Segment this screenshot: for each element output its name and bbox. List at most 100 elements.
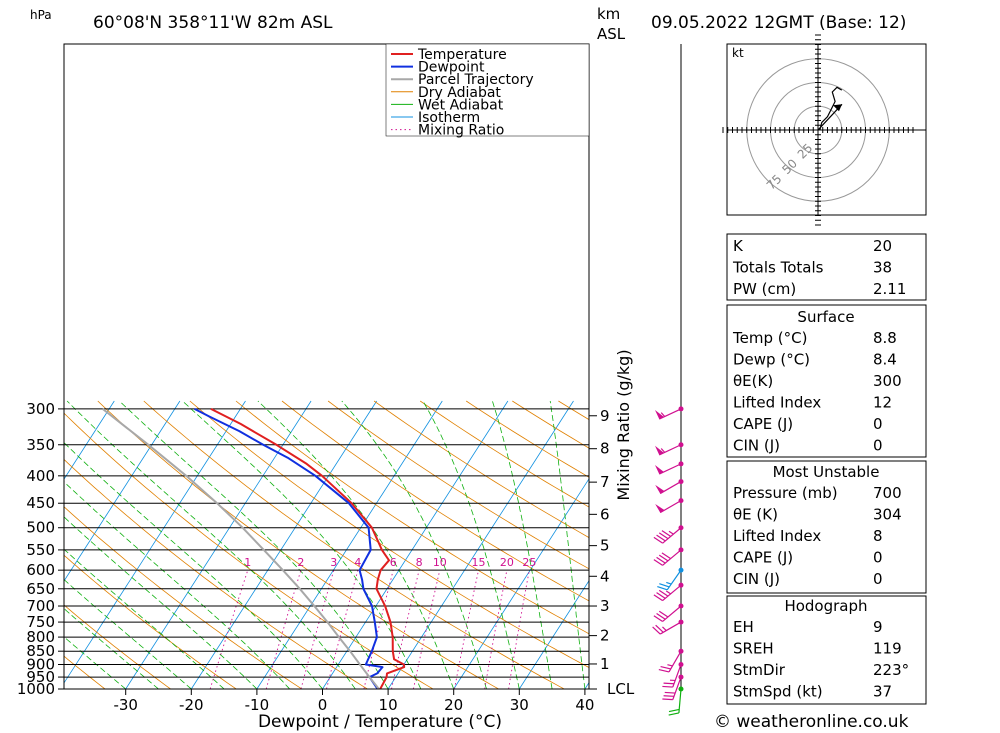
pressure-tick-label: 550 (26, 541, 55, 559)
mixing-ratio-label: 8 (416, 556, 423, 569)
temperature-tick-label: 40 (575, 696, 594, 714)
wind-barb-feather (652, 626, 661, 635)
general-indices-box (726, 233, 927, 301)
temperature-line (210, 408, 406, 689)
plot-area (64, 400, 589, 689)
legend-label-dewpoint: Dewpoint (418, 60, 485, 76)
legend-label-parcel-trajectory: Parcel Trajectory (418, 72, 534, 88)
isotherm-line (64, 400, 181, 582)
wind-barb (653, 603, 684, 622)
dry-adiabat-line (143, 400, 566, 689)
temperature-tick-label: 20 (444, 696, 463, 714)
height-tick-label: 2 (600, 627, 610, 645)
wind-barb-pennant (655, 465, 664, 474)
wind-barb-feather (662, 685, 673, 688)
mixing-ratio-line (508, 570, 530, 689)
hodo-label: StmSpd (kt) (733, 683, 823, 701)
surface-value: 12 (873, 394, 892, 412)
pressure-tick-label: 450 (26, 494, 55, 512)
dry-adiabat-line (64, 412, 434, 689)
surface-indices-box (726, 304, 927, 458)
wet-adiabat-line (64, 636, 126, 689)
mu-value: 0 (873, 570, 883, 588)
height-tick-label: 7 (600, 473, 610, 491)
wind-barb-feather (658, 532, 669, 540)
temperature-tick-label: -20 (179, 696, 204, 714)
most-unstable-box (726, 460, 927, 594)
pressure-tick-label: 650 (26, 580, 55, 598)
general-value: 20 (873, 237, 892, 255)
legend-label-dry-adiabat: Dry Adiabat (418, 85, 501, 101)
surface-value: 8.8 (873, 329, 897, 347)
hodo-value: 9 (873, 618, 883, 636)
dry-adiabat-line (281, 400, 589, 602)
wind-barb-feather (656, 612, 666, 620)
wind-barb (652, 619, 684, 635)
mixing-ratio-label: 4 (354, 556, 361, 569)
wind-barb-feather (658, 610, 669, 618)
mixing-ratio-label: 1 (244, 556, 251, 569)
surface-label: CAPE (J) (733, 415, 793, 433)
wind-barb-staff (672, 676, 682, 700)
general-value: 2.11 (873, 280, 906, 298)
wind-barb (658, 648, 684, 673)
dry-adiabat-line (189, 400, 589, 668)
mixing-ratio-label: 6 (390, 556, 397, 569)
wind-barb-staff (662, 584, 682, 602)
dry-adiabat-line (64, 655, 106, 689)
legend-label-temperature: Temperature (417, 47, 507, 63)
temperature-tick-label: 10 (379, 696, 398, 714)
wind-barb-staff (659, 500, 682, 514)
temperature-tick-label: -10 (245, 696, 270, 714)
wind-barb-half-feather (660, 412, 666, 417)
wind-barb-pennant (655, 410, 664, 419)
wet-adiabat-lines (64, 400, 586, 689)
wind-barb-feather (661, 530, 671, 537)
wind-barb-half-feather (668, 530, 674, 535)
wind-barb (653, 547, 684, 566)
wind-barb-staff (662, 605, 682, 622)
mixing-ratio-line (454, 570, 479, 689)
temperature-tick-label: 30 (510, 696, 529, 714)
mixing-ratio-label: 2 (297, 556, 304, 569)
pressure-axis: 300 350 400 450 500 550 6006507007508008509009… (17, 400, 64, 698)
mu-value: 0 (873, 549, 883, 567)
wet-adiabat-line (257, 400, 455, 689)
temperature-tick-label: 0 (318, 696, 328, 714)
pressure-tick-label: 600 (26, 561, 55, 579)
wind-barb-feather (653, 536, 663, 544)
wind-barb (657, 567, 684, 591)
mixing-ratio-axis-title: Mixing Ratio (g/kg) (614, 349, 633, 500)
mu-label: θE (K) (733, 506, 778, 524)
height-tick-label: 4 (600, 567, 610, 585)
wind-barb-pennant (655, 484, 665, 494)
wind-barb-feather (668, 708, 680, 713)
wind-barb-half-feather (662, 626, 667, 632)
height-tick-label: LCL (607, 680, 635, 698)
wind-barb-half-feather (667, 664, 673, 667)
isotherm-line (64, 400, 115, 480)
surface-value: 0 (873, 437, 883, 455)
mu-label: CAPE (J) (733, 549, 793, 567)
height-tick-label: 9 (600, 407, 610, 425)
hodograph-title: Hodograph (784, 597, 867, 615)
height-tick-label: 8 (600, 440, 610, 458)
wind-barb (653, 525, 684, 544)
wind-barb-feather (663, 682, 675, 685)
dry-adiabat-line (64, 458, 369, 689)
height-axis: 9 8 7 6 5 4 3 2 1 LCL (589, 407, 635, 698)
general-label: Totals Totals (732, 259, 824, 277)
wind-barb (655, 479, 684, 495)
hodo-label: EH (733, 618, 754, 636)
wet-adiabat-line (64, 516, 258, 689)
x-axis-title: Dewpoint / Temperature (°C) (258, 712, 502, 732)
isotherm-lines (64, 400, 589, 689)
wet-adiabat-line (64, 608, 159, 689)
legend-label-mixing-ratio: Mixing Ratio (418, 123, 504, 139)
wind-barb-staff (668, 650, 682, 673)
plot-frame (63, 43, 590, 690)
surface-label: Temp (°C) (732, 329, 807, 347)
